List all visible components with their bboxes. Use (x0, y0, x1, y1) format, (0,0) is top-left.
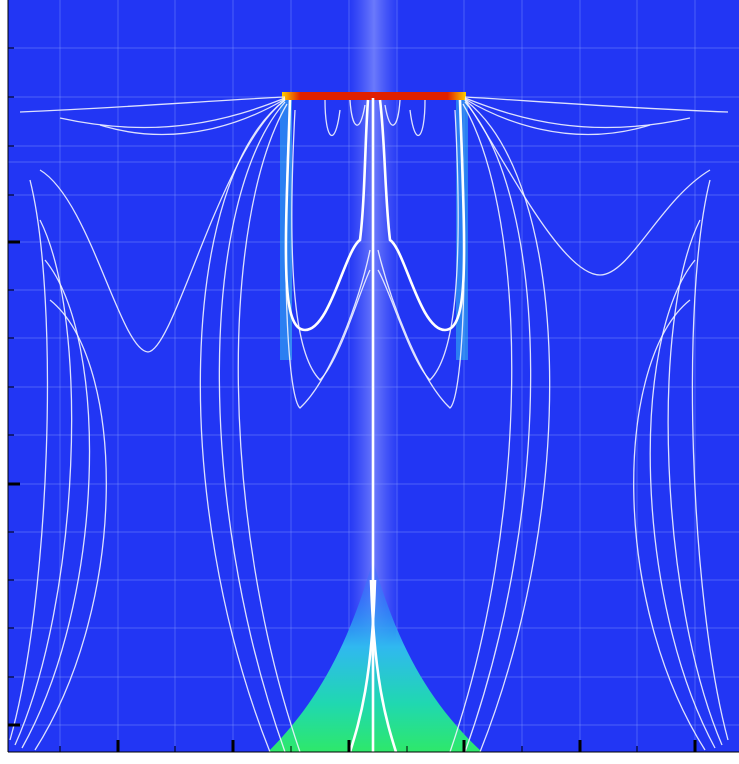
flow-visualization (0, 0, 739, 764)
